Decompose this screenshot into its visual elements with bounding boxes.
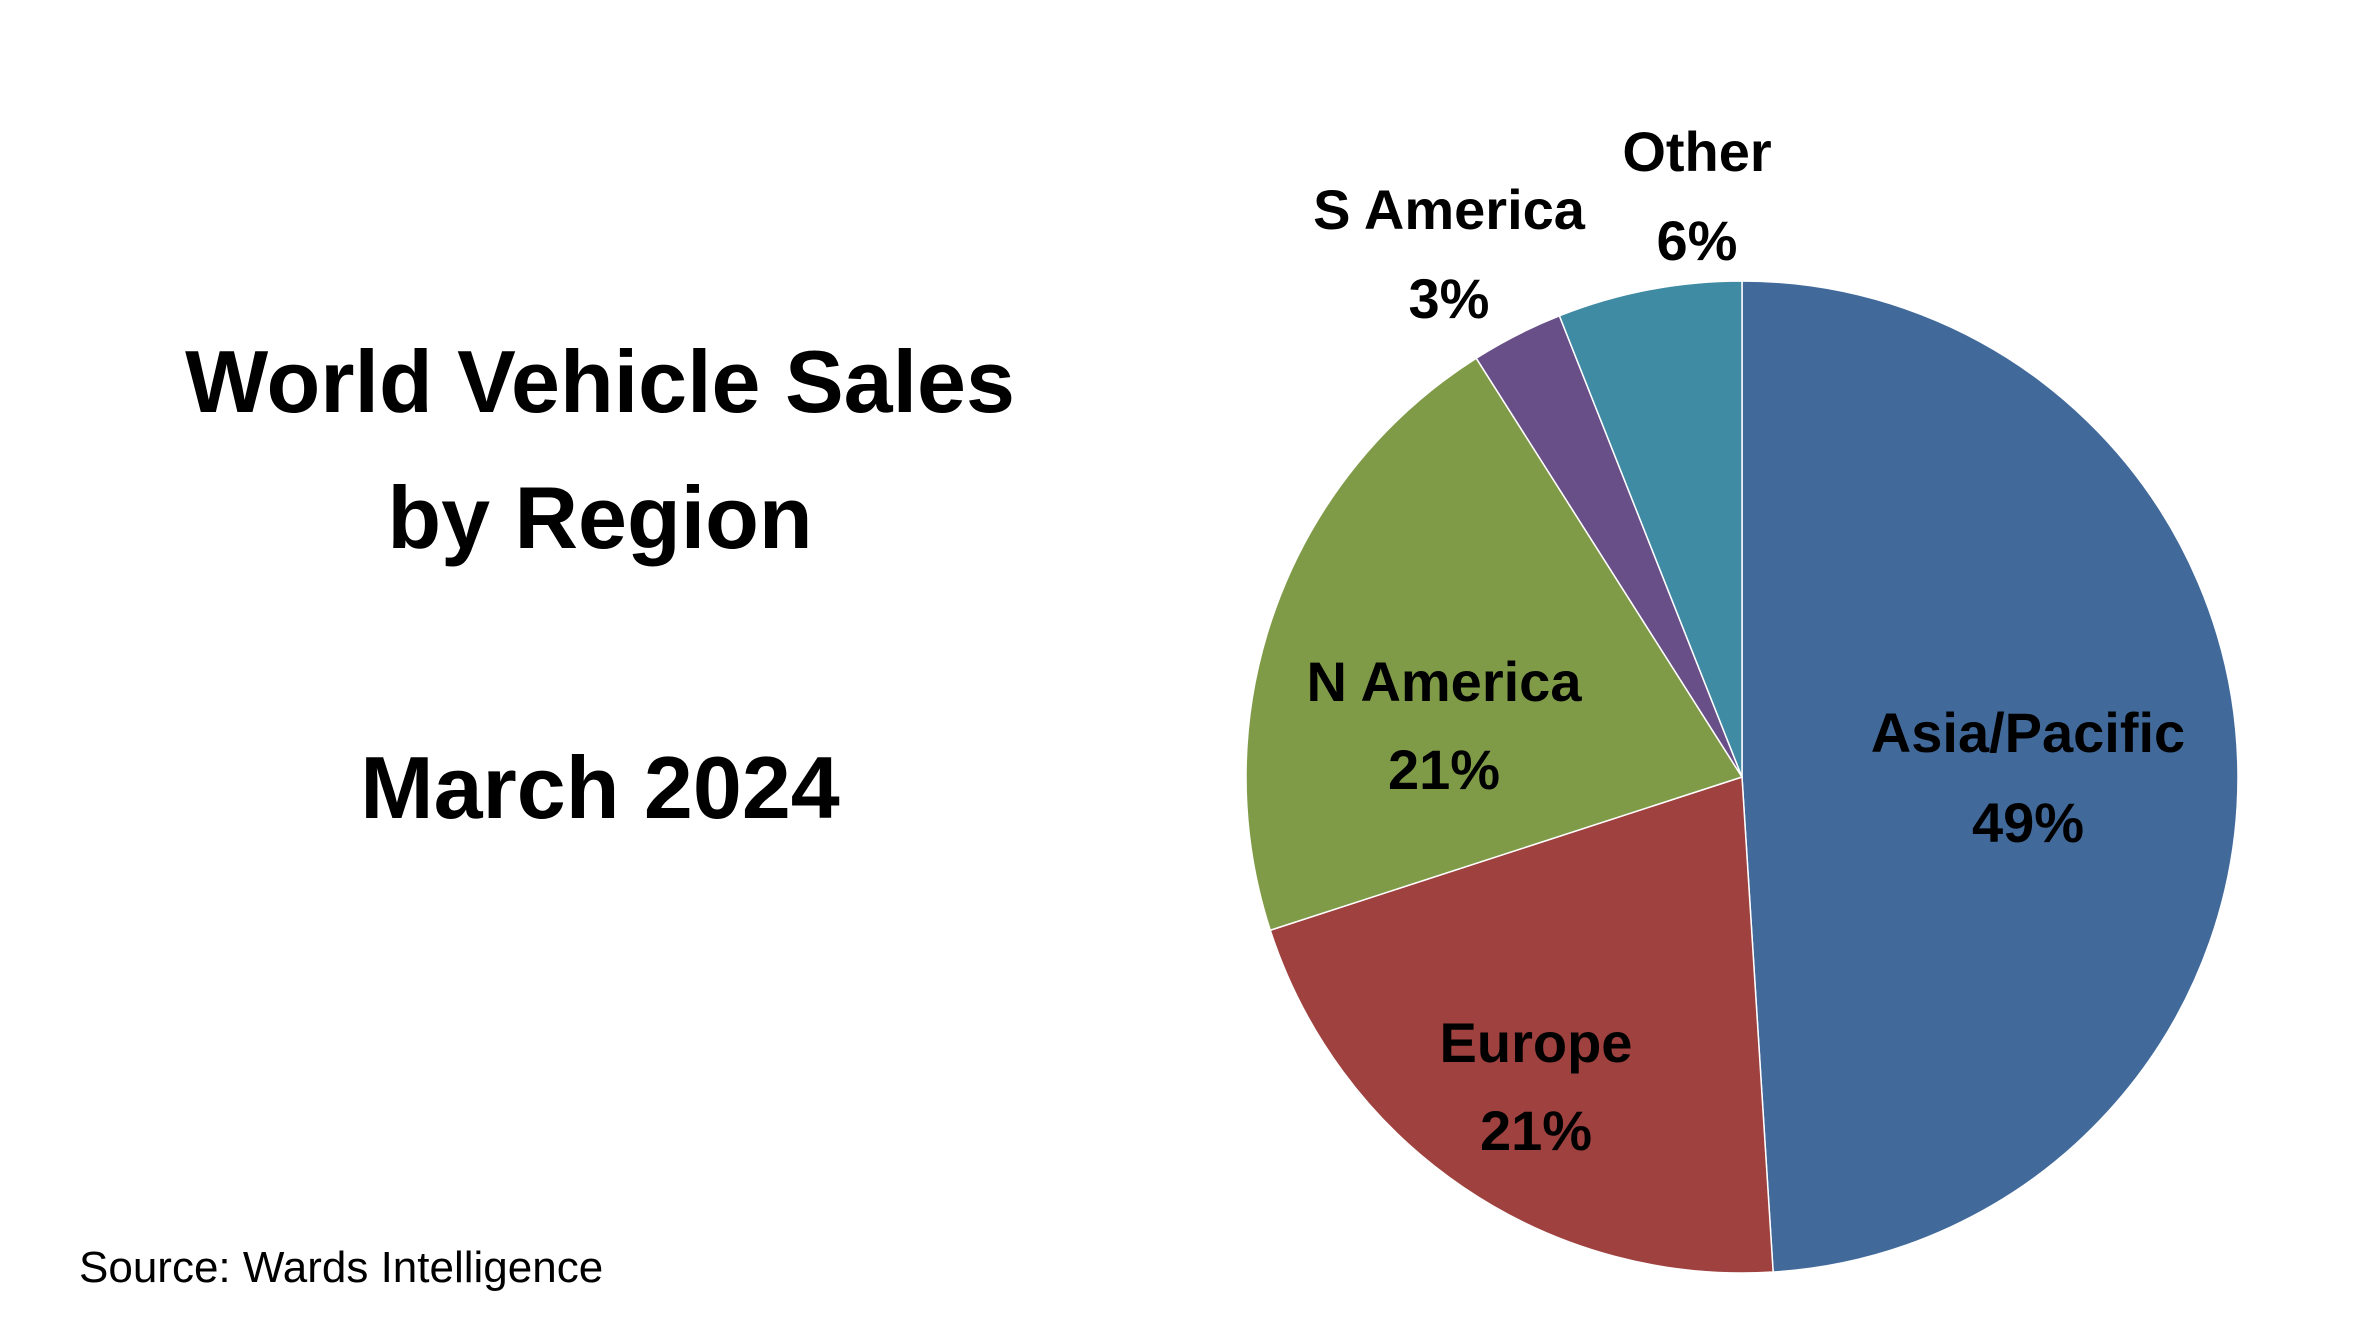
title-line-2: by Region	[387, 468, 812, 567]
value-europe: 21%	[1480, 1099, 1592, 1162]
slice-labels: Asia/Pacific 49% Europe 21% N America 21…	[1307, 120, 2186, 1162]
slice-other	[1558, 280, 1743, 778]
value-n-america: 21%	[1388, 738, 1500, 801]
value-asia-pacific: 49%	[1972, 791, 2084, 854]
title-line-3: March 2024	[360, 738, 839, 837]
label-asia-pacific: Asia/Pacific	[1871, 701, 2185, 764]
label-n-america: N America	[1307, 650, 1583, 713]
label-s-america: S America	[1313, 178, 1586, 241]
pie-slices	[1245, 280, 2239, 1274]
title-line-1: World Vehicle Sales	[185, 332, 1015, 431]
chart-title: World Vehicle Sales by Region March 2024	[185, 332, 1015, 837]
source-note: Source: Wards Intelligence	[79, 1243, 603, 1292]
slice-n-america	[1245, 357, 1744, 932]
value-other: 6%	[1657, 209, 1738, 272]
value-s-america: 3%	[1409, 267, 1490, 330]
label-europe: Europe	[1440, 1011, 1633, 1074]
slice-asia-pacific	[1741, 280, 2239, 1273]
label-other: Other	[1622, 120, 1771, 183]
slice-europe	[1269, 775, 1774, 1274]
